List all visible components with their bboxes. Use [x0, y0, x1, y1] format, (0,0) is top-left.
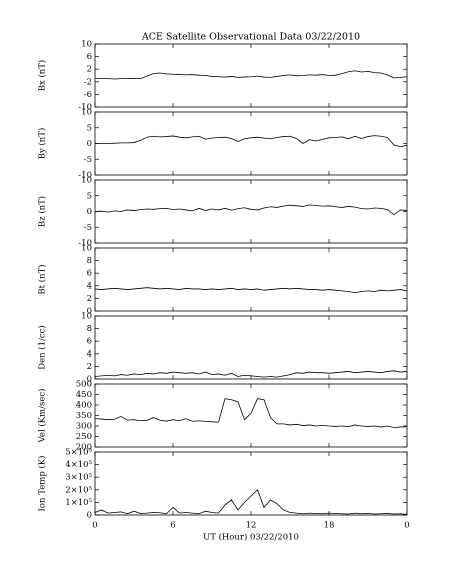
y-tick-label: 3×10⁵: [65, 473, 92, 483]
y-tick-label: 0: [87, 139, 92, 149]
y-tick-label: 400: [76, 401, 92, 411]
y-tick-label: 4: [87, 349, 92, 359]
y-axis-label: By (nT): [37, 128, 48, 160]
y-tick-label: 4×10⁵: [65, 460, 92, 470]
y-tick-label: -5: [84, 155, 92, 165]
y-axis-label: Den (1/cc): [37, 325, 48, 369]
y-tick-label: -10: [78, 239, 92, 249]
y-tick-label: 300: [76, 422, 92, 432]
y-axis-label: Bx (nT): [37, 60, 48, 92]
y-tick-label: 2×10⁵: [65, 485, 92, 495]
y-tick-label: 4: [87, 281, 92, 291]
y-tick-label: 6: [87, 337, 92, 347]
data-line: [94, 370, 408, 378]
y-tick-label: 8: [87, 324, 92, 334]
data-line: [94, 287, 408, 294]
data-line: [95, 70, 408, 80]
x-axis-label: UT (Hour) 03/22/2010: [203, 532, 299, 543]
y-tick-label: 6: [87, 52, 92, 62]
y-axis-label: Bz (nT): [37, 196, 48, 227]
x-tick-label: 0: [92, 521, 97, 531]
y-tick-label: 2: [87, 65, 92, 75]
data-line: [94, 489, 408, 515]
y-tick-label: 10: [81, 244, 92, 254]
y-tick-label: -2: [84, 77, 92, 87]
y-tick-label: 10: [81, 176, 92, 186]
y-tick-label: 5: [87, 191, 92, 201]
y-tick-label: 0: [87, 511, 92, 521]
y-tick-label: 0: [87, 307, 92, 317]
y-tick-label: -6: [84, 90, 92, 100]
data-line: [94, 398, 408, 428]
y-tick-label: 10: [81, 108, 92, 118]
y-tick-label: 10: [81, 312, 92, 322]
y-tick-label: 0: [87, 207, 92, 217]
y-tick-label: 8: [87, 256, 92, 266]
y-tick-label: 2: [87, 362, 92, 372]
y-tick-label: -5: [84, 223, 92, 233]
x-tick-label: 12: [246, 521, 257, 531]
x-tick-label: 0: [404, 521, 409, 531]
data-line: [94, 204, 408, 216]
y-tick-label: 350: [76, 411, 92, 421]
chart-title: ACE Satellite Observational Data 03/22/2…: [141, 32, 360, 43]
y-tick-label: 10: [81, 40, 92, 50]
y-tick-label: 500: [76, 380, 92, 390]
x-tick-label: 6: [170, 521, 175, 531]
y-tick-label: -10: [78, 103, 92, 113]
y-tick-label: 1×10⁵: [65, 498, 92, 508]
x-tick-label: 18: [324, 521, 335, 531]
y-tick-label: -10: [78, 171, 92, 181]
y-tick-label: 6: [87, 269, 92, 279]
y-tick-label: 450: [76, 390, 92, 400]
y-tick-label: 2: [87, 294, 92, 304]
data-line: [95, 135, 408, 148]
y-tick-label: 200: [76, 443, 92, 453]
y-tick-label: 5: [87, 123, 92, 133]
y-axis-label: Ion Temp (K): [37, 456, 48, 512]
y-axis-label: Bt (nT): [37, 264, 48, 294]
y-tick-label: 5×10⁵: [65, 448, 92, 458]
y-tick-label: 0: [87, 375, 92, 385]
y-axis-label: Vel (Km/sec): [37, 389, 48, 444]
y-tick-label: 250: [76, 432, 92, 442]
